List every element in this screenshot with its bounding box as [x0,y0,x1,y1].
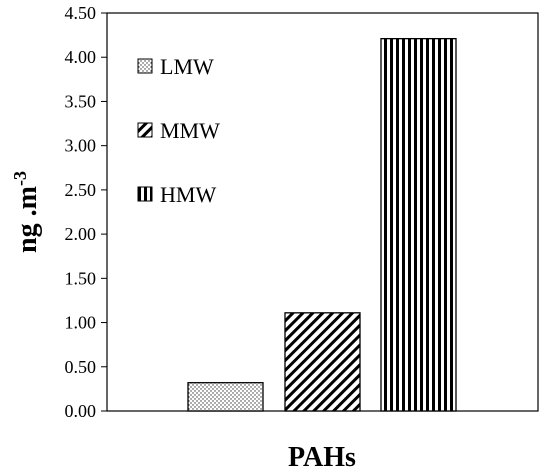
y-tick-label: 3.50 [65,91,97,111]
legend-swatch-mmw [137,122,153,138]
bar-lmw [187,382,264,412]
y-tick-label: 4.00 [65,47,97,67]
y-tick-label: 1.00 [65,313,97,333]
y-tick-label: 2.50 [65,180,97,200]
x-axis-title: PAHs [288,442,356,473]
y-tick-label: 4.50 [65,3,97,23]
bar-hmw [380,37,457,412]
legend-label-mmw: MMW [160,118,220,143]
legend: LMW MMW HMW [137,54,220,207]
y-tick-label: 2.00 [65,224,97,244]
y-tick-label: 1.50 [65,268,97,288]
y-tick-label: 0.50 [65,357,97,377]
y-axis-title: ng .m-3 [10,171,43,253]
y-axis-title-superscript: -3 [10,171,30,186]
legend-swatch-lmw [137,58,153,74]
y-tick-label: 0.00 [65,401,97,421]
y-tick-label: 3.00 [65,136,97,156]
y-axis-ticks: 0.00 0.50 1.00 1.50 2.00 2.50 3.00 3.50 4.00 4.50 [65,3,107,421]
legend-label-hmw: HMW [160,182,216,207]
bar-mmw [284,312,361,412]
legend-label-lmw: LMW [160,54,214,79]
bars [187,37,457,412]
legend-swatch-hmw [137,186,153,202]
y-axis-title-base: ng .m [12,186,43,253]
